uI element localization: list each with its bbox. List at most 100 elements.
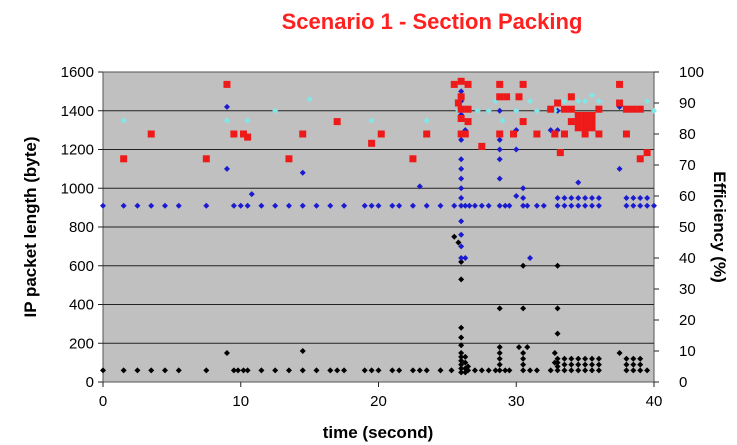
data-point [636,155,644,163]
data-point [313,202,320,209]
data-point [616,80,624,88]
data-point [299,130,307,138]
data-point [527,255,534,261]
data-point [595,130,603,138]
data-point [581,124,589,132]
data-point [466,202,473,209]
data-point [575,98,582,105]
y-tick-label: 600 [69,258,94,275]
data-point [464,118,472,126]
data-point [457,105,465,113]
data-point [471,202,478,209]
y2-tick-label: 90 [679,95,696,112]
data-point [455,239,462,246]
data-point [554,194,561,201]
data-point [258,367,265,374]
data-point [574,124,582,132]
data-point [458,349,465,356]
data-point [496,130,504,138]
data-point [554,262,561,269]
data-point [554,202,561,209]
data-point [561,202,568,209]
data-point [644,98,651,105]
y2-axis-title: Efficiency (%) [710,171,729,282]
data-point [361,202,368,209]
data-point [458,353,465,360]
data-point [175,202,182,209]
data-point [458,357,465,364]
data-point [629,105,637,113]
data-point [568,194,575,201]
data-point [423,367,430,374]
data-point [643,149,651,157]
data-point [520,349,527,356]
data-point [248,191,255,198]
data-point [589,202,596,209]
data-point [519,80,527,88]
data-point [561,355,568,362]
data-point [100,367,106,374]
data-point [458,334,465,341]
data-point [496,305,503,312]
data-point [554,367,561,374]
data-point [496,136,503,143]
data-point [377,130,385,138]
data-point [547,367,554,374]
data-point [496,361,503,368]
data-point [561,194,568,201]
data-point [334,367,341,374]
data-point [651,107,657,114]
data-point [520,305,527,312]
data-point [458,365,465,372]
data-point [623,194,630,201]
data-point [120,117,127,124]
data-point [423,117,430,124]
data-point [462,359,469,366]
data-point [100,202,106,209]
data-point [409,155,417,163]
data-point [478,367,485,374]
data-point [223,103,230,110]
data-point [561,98,568,105]
data-point [499,117,506,124]
y-axis-title: IP packet length (byte) [21,136,40,317]
data-point [524,344,531,351]
data-point [575,202,582,209]
data-point [496,146,503,153]
data-point [161,202,168,209]
y-tick-label: 1600 [61,64,94,81]
data-point [595,98,602,105]
data-point [496,355,503,362]
data-point [462,202,469,209]
data-point [496,202,503,209]
data-point [582,361,589,368]
data-point [644,367,651,374]
data-point [622,130,630,138]
data-point [465,363,472,370]
data-point [575,367,582,374]
data-point [554,330,561,337]
data-point [465,367,472,374]
data-point [458,185,465,192]
data-point [368,202,375,209]
data-point [520,202,527,209]
y2-axis-ticks: 0 10 20 30 40 50 60 70 80 90 100 [654,64,704,391]
data-point [327,367,334,374]
data-point [595,202,602,209]
data-point [637,194,644,201]
data-point [464,105,472,113]
data-point [244,202,251,209]
data-point [636,105,644,113]
data-point [223,80,231,88]
data-point [458,231,465,238]
data-point [461,130,469,138]
data-point [361,367,368,374]
data-point [341,202,348,209]
data-point [524,202,531,209]
data-point [234,367,241,374]
data-point [458,136,465,143]
data-point [589,355,596,362]
data-point [396,202,403,209]
data-point [588,111,596,119]
data-point [551,349,558,356]
